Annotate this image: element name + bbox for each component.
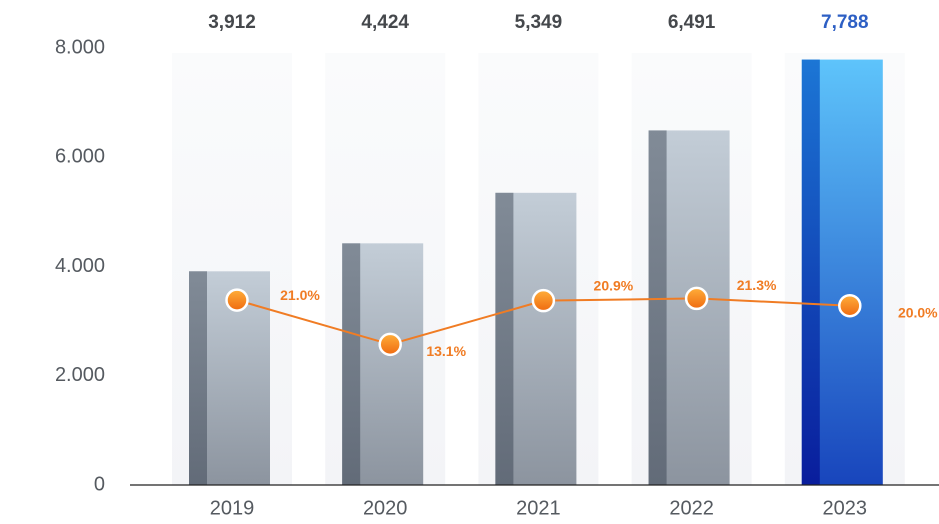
bar-side — [648, 130, 667, 485]
y-tick-label: 6.000 — [55, 146, 105, 168]
y-tick-label: 0 — [94, 473, 105, 495]
y-tick-label: 2.000 — [55, 364, 105, 386]
x-tick-label: 2019 — [210, 497, 255, 519]
value-label: 7,788 — [821, 12, 869, 33]
growth-point — [225, 288, 249, 312]
bar — [648, 130, 730, 485]
growth-label: 20.9% — [594, 277, 634, 293]
value-label: 5,349 — [515, 12, 563, 33]
growth-label: 13.1% — [426, 343, 466, 359]
value-label: 4,424 — [361, 12, 409, 33]
bar-side — [495, 192, 514, 485]
growth-point — [838, 293, 862, 318]
growth-label: 21.3% — [737, 277, 777, 293]
y-tick-label: 4.000 — [55, 255, 105, 277]
bar — [801, 59, 883, 485]
x-tick-label: 2020 — [363, 497, 408, 519]
bar-side — [189, 271, 207, 485]
bar — [495, 192, 577, 485]
growth-point — [378, 332, 402, 357]
growth-label: 21.0% — [280, 287, 320, 303]
y-tick-label: 8.000 — [55, 36, 105, 58]
x-tick-label: 2022 — [669, 497, 714, 519]
bar-side — [801, 59, 820, 485]
bar — [342, 243, 424, 485]
growth-point — [684, 286, 709, 311]
value-label: 6,491 — [668, 12, 716, 33]
growth-point — [531, 288, 556, 313]
growth-label: 20.0% — [898, 304, 938, 320]
x-tick-label: 2023 — [823, 497, 868, 519]
value-label: 3,912 — [208, 12, 256, 33]
x-tick-label: 2021 — [516, 497, 561, 519]
bar-side — [342, 243, 361, 485]
